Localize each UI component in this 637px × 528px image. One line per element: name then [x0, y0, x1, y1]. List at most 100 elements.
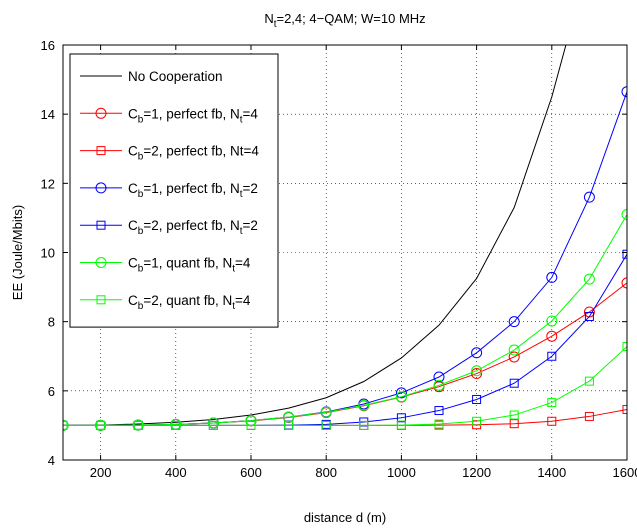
series-point	[208, 420, 218, 430]
chart-title: Nt=2,4; 4−QAM; W=10 MHz	[264, 11, 425, 30]
series-point	[359, 420, 369, 430]
series-point	[207, 417, 219, 429]
legend-label-sub2: t	[232, 301, 235, 312]
y-tick-label: 10	[41, 246, 55, 261]
legend-label-post: =1, perfect fb, N	[143, 181, 239, 196]
legend-label: Cb=1, perfect fb, Nt=2	[128, 181, 258, 200]
series-6	[63, 342, 627, 430]
series-point	[395, 387, 407, 399]
series-point	[547, 398, 557, 408]
series-point	[320, 406, 332, 418]
legend-label-sub: b	[138, 189, 144, 200]
series-point	[621, 86, 627, 98]
series-point	[547, 351, 557, 361]
legend-label-post2: =4	[243, 106, 259, 121]
series-point	[284, 420, 294, 430]
series-point	[396, 413, 406, 423]
series-point	[546, 330, 558, 342]
series-point	[433, 379, 445, 391]
series-point	[246, 420, 256, 430]
chart-title-sub: t	[274, 19, 277, 30]
x-tick-label: 1600	[613, 465, 637, 480]
series-point	[283, 411, 295, 423]
legend-label: Cb=2, quant fb, Nt=4	[128, 293, 251, 312]
legend-label-pre: C	[128, 181, 138, 196]
y-tick-label: 16	[41, 38, 55, 53]
legend-item: Cb=2, quant fb, Nt=4	[80, 293, 251, 312]
series-point	[96, 420, 106, 430]
series-point	[621, 277, 627, 289]
legend-label-post: =2, perfect fb, Nt=4	[143, 144, 259, 159]
series-point	[358, 399, 370, 411]
legend-label-pre: C	[128, 256, 138, 271]
legend-label-pre: C	[128, 218, 138, 233]
legend-marker	[96, 146, 106, 156]
series-point	[471, 365, 483, 377]
series-line	[63, 45, 567, 426]
legend-marker	[95, 182, 107, 194]
series-point	[63, 420, 68, 430]
series-point	[508, 344, 520, 356]
legend-label-post2: =2	[243, 218, 258, 233]
series-point	[396, 420, 406, 430]
x-tick-label: 600	[240, 465, 262, 480]
series-point	[509, 410, 519, 420]
y-tick-label: 6	[48, 384, 55, 399]
series-point	[508, 351, 520, 363]
x-tick-label: 200	[90, 465, 112, 480]
legend-label-sub2: t	[240, 226, 243, 237]
legend-label-sub2: t	[240, 114, 243, 125]
series-point	[622, 249, 627, 259]
y-tick-label: 4	[48, 453, 55, 468]
legend-label-pre: No Cooperation	[128, 69, 223, 84]
series-point	[546, 315, 558, 327]
y-axis-label: EE (Joule/Mbits)	[10, 205, 25, 300]
legend-label: Cb=2, perfect fb, Nt=2	[128, 218, 258, 237]
x-tick-label: 400	[165, 465, 187, 480]
x-tick-label: 800	[315, 465, 337, 480]
x-tick-label: 1200	[462, 465, 491, 480]
y-tick-label: 14	[41, 107, 55, 122]
legend-marker	[96, 295, 106, 305]
legend-label-sub2: t	[232, 264, 235, 275]
series-point	[547, 416, 557, 426]
series-point	[509, 378, 519, 388]
legend-marker	[95, 257, 107, 268]
legend-label-pre: C	[128, 106, 138, 121]
series-point	[622, 405, 627, 415]
series-point	[471, 347, 483, 359]
legend-label-sub: b	[138, 301, 144, 312]
legend-label-post: =1, quant fb, N	[143, 256, 232, 271]
series-line	[63, 214, 627, 426]
series-point	[472, 416, 482, 426]
series-point	[509, 419, 519, 429]
y-tick-label: 8	[48, 315, 55, 330]
legend-label-post2: =4	[235, 293, 251, 308]
series-point	[583, 273, 595, 285]
ticks: 200 400 600 800 1000 1200 1400 1600 4 6 8 10 12 14 16	[41, 38, 637, 480]
series-point	[434, 406, 444, 416]
legend-label-pre: C	[128, 144, 138, 159]
legend-label: Cb=2, perfect fb, Nt=4	[128, 144, 259, 163]
legend-item: No Cooperation	[80, 69, 223, 84]
series-point	[546, 271, 558, 283]
series-point	[584, 411, 594, 421]
series-point	[472, 394, 482, 404]
legend-label-post: =2, quant fb, N	[143, 293, 232, 308]
series-point	[433, 371, 445, 383]
legend-label-post2: =4	[235, 256, 251, 271]
legend-label-pre: C	[128, 293, 138, 308]
series-layer	[63, 45, 627, 431]
series-point	[434, 419, 444, 429]
x-tick-label: 1400	[537, 465, 566, 480]
legend-item: Cb=1, perfect fb, Nt=4	[80, 106, 258, 125]
series-point	[171, 420, 181, 430]
x-tick-label: 1000	[387, 465, 416, 480]
series-0	[63, 45, 567, 426]
series-point	[583, 191, 595, 203]
legend-item: Cb=1, quant fb, Nt=4	[80, 256, 251, 275]
series-point	[395, 391, 407, 403]
legend-label-sub2: t	[240, 189, 243, 200]
